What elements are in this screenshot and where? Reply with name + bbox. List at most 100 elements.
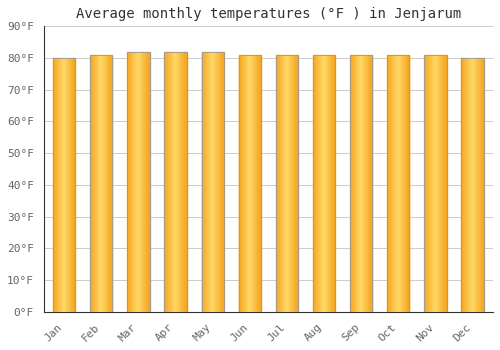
- Bar: [97, 55, 98, 312]
- Bar: [53, 58, 54, 312]
- Bar: [321, 55, 322, 312]
- Bar: [367, 55, 368, 312]
- Bar: [66, 58, 67, 312]
- Bar: [445, 55, 446, 312]
- Bar: [72, 58, 73, 312]
- Title: Average monthly temperatures (°F ) in Jenjarum: Average monthly temperatures (°F ) in Je…: [76, 7, 461, 21]
- Bar: [111, 55, 112, 312]
- Bar: [217, 52, 218, 312]
- Bar: [477, 58, 478, 312]
- Bar: [185, 52, 186, 312]
- Bar: [74, 58, 75, 312]
- Bar: [139, 52, 140, 312]
- Bar: [276, 55, 278, 312]
- Bar: [481, 58, 482, 312]
- Bar: [142, 52, 143, 312]
- Bar: [91, 55, 92, 312]
- Bar: [54, 58, 55, 312]
- Bar: [462, 58, 463, 312]
- Bar: [144, 52, 145, 312]
- Bar: [333, 55, 334, 312]
- Bar: [439, 55, 440, 312]
- Bar: [258, 55, 260, 312]
- Bar: [476, 58, 477, 312]
- Bar: [316, 55, 318, 312]
- Bar: [131, 52, 132, 312]
- Bar: [362, 55, 364, 312]
- Bar: [434, 55, 436, 312]
- Bar: [102, 55, 104, 312]
- Bar: [470, 58, 471, 312]
- Bar: [137, 52, 138, 312]
- Bar: [278, 55, 279, 312]
- Bar: [61, 58, 62, 312]
- Bar: [202, 52, 203, 312]
- Bar: [396, 55, 397, 312]
- Bar: [218, 52, 220, 312]
- Bar: [352, 55, 353, 312]
- Bar: [145, 52, 146, 312]
- Bar: [475, 58, 476, 312]
- Bar: [128, 52, 130, 312]
- Bar: [391, 55, 392, 312]
- Bar: [133, 52, 134, 312]
- Bar: [244, 55, 246, 312]
- Bar: [330, 55, 331, 312]
- Bar: [408, 55, 410, 312]
- Bar: [209, 52, 210, 312]
- Bar: [387, 55, 388, 312]
- Bar: [474, 58, 475, 312]
- Bar: [354, 55, 356, 312]
- Bar: [92, 55, 93, 312]
- Bar: [276, 55, 298, 312]
- Bar: [204, 52, 205, 312]
- Bar: [143, 52, 144, 312]
- Bar: [146, 52, 148, 312]
- Bar: [138, 52, 139, 312]
- Bar: [325, 55, 326, 312]
- Bar: [360, 55, 361, 312]
- Bar: [127, 52, 150, 312]
- Bar: [176, 52, 177, 312]
- Bar: [319, 55, 320, 312]
- Bar: [180, 52, 182, 312]
- Bar: [393, 55, 394, 312]
- Bar: [426, 55, 428, 312]
- Bar: [215, 52, 216, 312]
- Bar: [296, 55, 298, 312]
- Bar: [220, 52, 221, 312]
- Bar: [405, 55, 406, 312]
- Bar: [282, 55, 283, 312]
- Bar: [438, 55, 439, 312]
- Bar: [365, 55, 366, 312]
- Bar: [368, 55, 370, 312]
- Bar: [370, 55, 371, 312]
- Bar: [326, 55, 327, 312]
- Bar: [172, 52, 174, 312]
- Bar: [67, 58, 68, 312]
- Bar: [290, 55, 292, 312]
- Bar: [171, 52, 172, 312]
- Bar: [324, 55, 325, 312]
- Bar: [130, 52, 131, 312]
- Bar: [184, 52, 185, 312]
- Bar: [175, 52, 176, 312]
- Bar: [469, 58, 470, 312]
- Bar: [182, 52, 183, 312]
- Bar: [174, 52, 175, 312]
- Bar: [437, 55, 438, 312]
- Bar: [107, 55, 108, 312]
- Bar: [293, 55, 294, 312]
- Bar: [320, 55, 321, 312]
- Bar: [313, 55, 335, 312]
- Bar: [406, 55, 408, 312]
- Bar: [480, 58, 481, 312]
- Bar: [357, 55, 358, 312]
- Bar: [463, 58, 464, 312]
- Bar: [248, 55, 249, 312]
- Bar: [140, 52, 141, 312]
- Bar: [429, 55, 430, 312]
- Bar: [260, 55, 261, 312]
- Bar: [371, 55, 372, 312]
- Bar: [397, 55, 398, 312]
